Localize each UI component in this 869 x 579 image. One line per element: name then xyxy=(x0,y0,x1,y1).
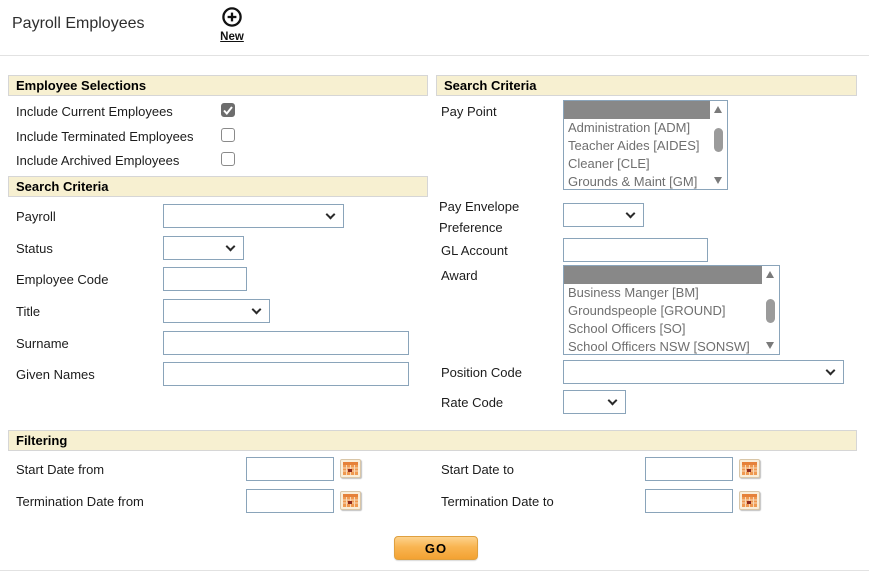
triangle-down-icon[interactable] xyxy=(714,177,722,184)
list-option[interactable]: Cleaner [CLE] xyxy=(568,156,650,171)
termination-date-from-calendar-button[interactable] xyxy=(340,491,361,510)
scroll-thumb[interactable] xyxy=(766,299,775,323)
given-names-label: Given Names xyxy=(16,367,95,382)
include-current-label: Include Current Employees xyxy=(16,104,173,119)
start-date-from-input[interactable] xyxy=(246,457,334,481)
plus-circle-icon xyxy=(222,7,242,27)
position-code-label: Position Code xyxy=(441,365,522,380)
list-option[interactable]: Teacher Aides [AIDES] xyxy=(568,138,700,153)
calendar-icon xyxy=(343,462,358,475)
employee-selections-header: Employee Selections xyxy=(8,75,428,96)
calendar-icon xyxy=(742,462,757,475)
pay-point-label: Pay Point xyxy=(441,104,497,119)
list-option[interactable]: Grounds & Maint [GM] xyxy=(568,174,698,189)
new-button-label: New xyxy=(220,31,244,43)
calendar-icon xyxy=(742,494,757,507)
termination-date-to-input[interactable] xyxy=(645,489,733,513)
include-archived-checkbox[interactable] xyxy=(221,152,235,166)
chevron-down-icon xyxy=(607,395,618,406)
bottom-divider xyxy=(0,570,869,571)
termination-date-to-label: Termination Date to xyxy=(441,494,554,509)
given-names-input[interactable] xyxy=(163,362,409,386)
pay-point-listbox[interactable]: Administration [ADM] Teacher Aides [AIDE… xyxy=(563,100,728,190)
termination-date-from-input[interactable] xyxy=(246,489,334,513)
scrollbar[interactable] xyxy=(762,266,779,354)
chevron-down-icon xyxy=(251,304,262,315)
start-date-to-label: Start Date to xyxy=(441,462,514,477)
start-date-from-calendar-button[interactable] xyxy=(340,459,361,478)
gl-account-label: GL Account xyxy=(441,243,508,258)
list-option[interactable] xyxy=(564,266,762,284)
go-button[interactable]: GO xyxy=(394,536,478,560)
pay-point-options: Administration [ADM] Teacher Aides [AIDE… xyxy=(564,101,710,189)
rate-code-select[interactable] xyxy=(563,390,626,414)
search-criteria-left-header: Search Criteria xyxy=(8,176,428,197)
scroll-thumb[interactable] xyxy=(714,128,723,152)
start-date-to-input[interactable] xyxy=(645,457,733,481)
include-terminated-label: Include Terminated Employees xyxy=(16,129,194,144)
surname-input[interactable] xyxy=(163,331,409,355)
include-terminated-checkbox[interactable] xyxy=(221,128,235,142)
include-archived-label: Include Archived Employees xyxy=(16,153,180,168)
position-code-select[interactable] xyxy=(563,360,844,384)
triangle-up-icon[interactable] xyxy=(714,106,722,113)
employee-code-label: Employee Code xyxy=(16,272,109,287)
chevron-down-icon xyxy=(325,209,336,220)
triangle-up-icon[interactable] xyxy=(766,271,774,278)
search-criteria-right-header: Search Criteria xyxy=(436,75,857,96)
list-option[interactable] xyxy=(564,101,710,119)
pay-envelope-preference-select[interactable] xyxy=(563,203,644,227)
list-option[interactable]: School Officers [SO] xyxy=(568,321,686,336)
award-label: Award xyxy=(441,268,478,283)
include-current-checkbox[interactable] xyxy=(221,103,235,117)
chevron-down-icon xyxy=(625,208,636,219)
payroll-select[interactable] xyxy=(163,204,344,228)
payroll-label: Payroll xyxy=(16,209,56,224)
page-title: Payroll Employees xyxy=(12,15,145,32)
list-option[interactable]: Administration [ADM] xyxy=(568,120,691,135)
rate-code-label: Rate Code xyxy=(441,395,504,410)
start-date-from-label: Start Date from xyxy=(16,462,105,477)
chevron-down-icon xyxy=(225,241,236,252)
triangle-down-icon[interactable] xyxy=(766,342,774,349)
pay-envelope-preference-label: Pay Envelope Preference xyxy=(439,199,520,235)
check-icon xyxy=(223,106,233,115)
termination-date-to-calendar-button[interactable] xyxy=(739,491,760,510)
header-divider xyxy=(0,55,869,56)
chevron-down-icon xyxy=(825,365,836,376)
filtering-header: Filtering xyxy=(8,430,857,451)
scrollbar[interactable] xyxy=(710,101,727,189)
start-date-to-calendar-button[interactable] xyxy=(739,459,760,478)
gl-account-input[interactable] xyxy=(563,238,708,262)
award-options: Business Manger [BM] Groundspeople [GROU… xyxy=(564,266,762,354)
termination-date-from-label: Termination Date from xyxy=(16,494,144,509)
status-label: Status xyxy=(16,241,53,256)
status-select[interactable] xyxy=(163,236,244,260)
title-label: Title xyxy=(16,304,41,319)
calendar-icon xyxy=(343,494,358,507)
surname-label: Surname xyxy=(16,336,69,351)
employee-code-input[interactable] xyxy=(163,267,247,291)
list-option[interactable]: Groundspeople [GROUND] xyxy=(568,303,726,318)
list-option[interactable]: School Officers NSW [SONSW] xyxy=(568,339,750,354)
new-button[interactable]: New xyxy=(213,6,251,43)
list-option[interactable]: Business Manger [BM] xyxy=(568,285,699,300)
title-select[interactable] xyxy=(163,299,270,323)
award-listbox[interactable]: Business Manger [BM] Groundspeople [GROU… xyxy=(563,265,780,355)
